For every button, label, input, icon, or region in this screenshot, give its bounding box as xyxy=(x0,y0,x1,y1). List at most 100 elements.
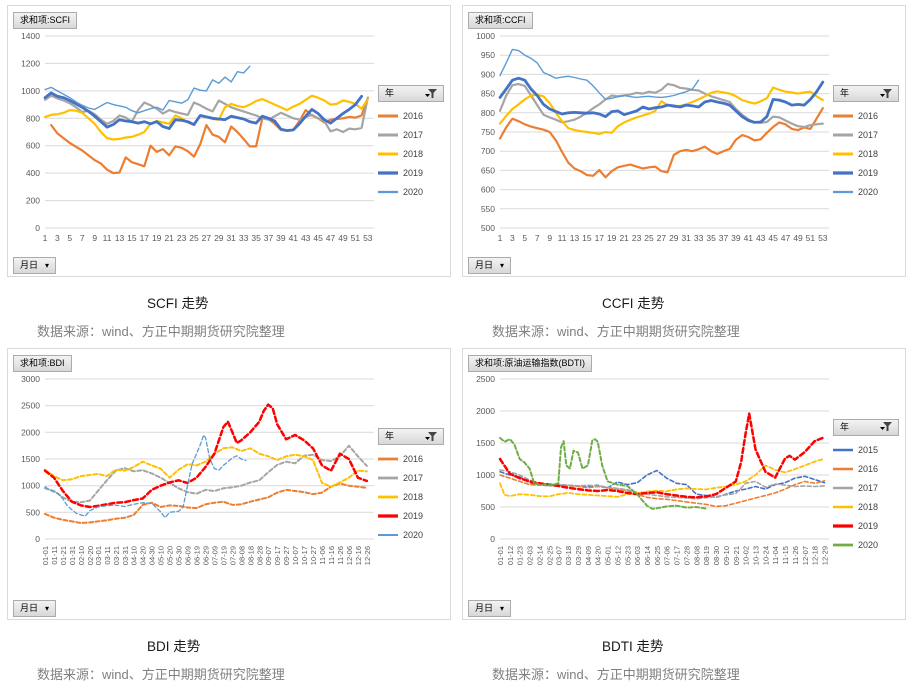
svg-text:45: 45 xyxy=(768,233,778,243)
legend-item-label: 2016 xyxy=(403,111,424,121)
legend-field-button[interactable]: 年 xyxy=(378,85,444,102)
legend-item-2017: 2017 xyxy=(833,130,901,140)
svg-text:31: 31 xyxy=(681,233,691,243)
legend-item-2016: 2016 xyxy=(378,111,446,121)
pivot-field-button-bdti[interactable]: 求和项:原油运输指数(BDTI) xyxy=(468,355,592,372)
svg-text:10-02: 10-02 xyxy=(742,546,751,565)
svg-text:21: 21 xyxy=(619,233,629,243)
chart-title-bdti: BDTI 走势 xyxy=(602,639,664,654)
svg-text:03-01: 03-01 xyxy=(94,546,103,565)
svg-text:12-16: 12-16 xyxy=(354,546,363,565)
axis-field-button-ccfi[interactable]: 月日 ▾ xyxy=(468,257,512,274)
svg-text:39: 39 xyxy=(276,233,286,243)
svg-text:11-26: 11-26 xyxy=(791,546,800,565)
legend-item-label: 2020 xyxy=(403,530,424,540)
svg-text:03-31: 03-31 xyxy=(121,546,130,565)
svg-text:1000: 1000 xyxy=(476,470,495,480)
pivot-field-button-bdi[interactable]: 求和项:BDI xyxy=(13,355,72,372)
svg-text:5: 5 xyxy=(522,233,527,243)
svg-text:11-15: 11-15 xyxy=(781,546,790,565)
svg-text:03-29: 03-29 xyxy=(574,546,583,565)
svg-text:1000: 1000 xyxy=(476,31,495,41)
svg-text:05-23: 05-23 xyxy=(623,546,632,565)
svg-text:800: 800 xyxy=(481,108,495,118)
svg-text:08-08: 08-08 xyxy=(237,546,246,565)
chart-panel-ccfi: 求和项:CCFI 500 550 600 650 700 750 800 850 900 950 1… xyxy=(455,0,909,343)
svg-text:650: 650 xyxy=(481,165,495,175)
svg-text:51: 51 xyxy=(806,233,816,243)
svg-text:2000: 2000 xyxy=(21,427,40,437)
svg-text:9: 9 xyxy=(547,233,552,243)
dropdown-arrow-icon: ▾ xyxy=(45,261,50,270)
svg-text:08-30: 08-30 xyxy=(712,546,721,565)
legend-item-2020: 2020 xyxy=(833,540,901,550)
legend-item-2018: 2018 xyxy=(378,492,446,502)
legend-item-label: 2019 xyxy=(858,520,879,531)
svg-text:500: 500 xyxy=(481,223,495,233)
svg-text:07-28: 07-28 xyxy=(683,546,692,565)
legend-item-2016: 2016 xyxy=(833,464,901,474)
svg-text:09-10: 09-10 xyxy=(722,546,731,565)
axis-field-button-bdti[interactable]: 月日 ▾ xyxy=(468,600,512,617)
svg-text:08-28: 08-28 xyxy=(255,546,264,565)
scfi-plot-area: 0 200 400 600 800 1000 1200 1400 1 3 5 7 9 11 13 15 17 19… xyxy=(13,28,378,254)
axis-field-button-bdi[interactable]: 月日 ▾ xyxy=(13,600,57,617)
legend-item-2017: 2017 xyxy=(833,483,901,493)
svg-text:08-19: 08-19 xyxy=(702,546,711,565)
pivot-field-button-ccfi[interactable]: 求和项:CCFI xyxy=(468,12,533,29)
svg-text:07-06: 07-06 xyxy=(663,546,672,565)
svg-text:950: 950 xyxy=(481,50,495,60)
svg-text:06-14: 06-14 xyxy=(643,546,652,565)
legend-item-2017: 2017 xyxy=(378,473,446,483)
legend-item-2016: 2016 xyxy=(378,454,446,464)
legend-field-button[interactable]: 年 xyxy=(378,428,444,445)
svg-text:750: 750 xyxy=(481,127,495,137)
filter-icon xyxy=(880,422,892,431)
scfi-legend: 年 2016 2017 2018 2019 2020 xyxy=(378,28,448,254)
legend-swatch-icon xyxy=(833,505,853,508)
legend-swatch-icon xyxy=(378,133,398,137)
svg-text:10-17: 10-17 xyxy=(300,546,309,565)
legend-swatch-icon xyxy=(833,171,853,175)
axis-field-button-scfi[interactable]: 月日 ▾ xyxy=(13,257,57,274)
legend-item-label: 2019 xyxy=(403,168,424,178)
svg-text:15: 15 xyxy=(582,233,592,243)
svg-text:13: 13 xyxy=(115,233,125,243)
svg-text:500: 500 xyxy=(26,507,40,517)
svg-text:17: 17 xyxy=(140,233,150,243)
svg-text:49: 49 xyxy=(338,233,348,243)
pivot-field-button-scfi[interactable]: 求和项:SCFI xyxy=(13,12,78,29)
svg-text:45: 45 xyxy=(313,233,323,243)
legend-field-button[interactable]: 年 xyxy=(833,85,899,102)
legend-item-2018: 2018 xyxy=(833,502,901,512)
svg-text:5: 5 xyxy=(67,233,72,243)
svg-text:3: 3 xyxy=(510,233,515,243)
svg-text:35: 35 xyxy=(251,233,261,243)
svg-text:53: 53 xyxy=(818,233,828,243)
chart-title-scfi: SCFI 走势 xyxy=(147,296,209,311)
legend-swatch-icon xyxy=(833,190,853,194)
field-row: 求和项:原油运输指数(BDTI) xyxy=(468,353,903,372)
legend-swatch-icon xyxy=(378,514,398,518)
svg-text:600: 600 xyxy=(26,141,40,151)
legend-item-label: 2017 xyxy=(858,482,879,493)
legend-field-label: 年 xyxy=(840,88,850,98)
svg-text:05-10: 05-10 xyxy=(157,546,166,565)
svg-text:04-10: 04-10 xyxy=(130,546,139,565)
plot-svg: 0 500 1000 1500 2000 2500 01-01 01-12 01-23 02-03… xyxy=(476,374,829,565)
svg-text:13: 13 xyxy=(570,233,580,243)
legend-field-button[interactable]: 年 xyxy=(833,418,899,436)
legend-item-2020: 2020 xyxy=(378,187,446,197)
legend-swatch-icon xyxy=(833,486,853,489)
svg-text:06-19: 06-19 xyxy=(193,546,202,565)
svg-text:9: 9 xyxy=(92,233,97,243)
legend-item-label: 2020 xyxy=(403,187,424,197)
legend-item-2019: 2019 xyxy=(378,511,446,521)
legend-item-2018: 2018 xyxy=(378,149,446,159)
legend-item-label: 2016 xyxy=(403,454,424,464)
svg-text:02-10: 02-10 xyxy=(77,546,86,565)
svg-text:2500: 2500 xyxy=(21,401,40,411)
svg-text:05-20: 05-20 xyxy=(166,546,175,565)
bdi-legend: 年 2016 2017 2018 2019 2020 xyxy=(378,371,448,597)
